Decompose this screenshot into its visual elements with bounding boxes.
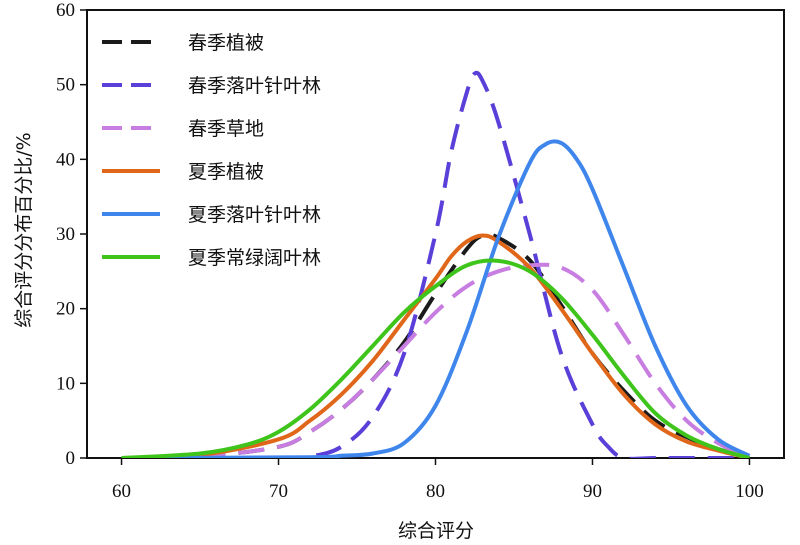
x-tick-label: 60	[112, 481, 131, 502]
legend-label-1: 春季植被	[188, 32, 264, 54]
series-line-4	[121, 233, 750, 458]
x-tick-label: 80	[426, 481, 445, 502]
y-tick-label: 50	[56, 75, 75, 96]
legend-label-5: 夏季落叶针叶林	[188, 204, 321, 226]
series-line-5	[121, 139, 751, 458]
legend-label-3: 春季草地	[188, 118, 264, 140]
series-line-6	[121, 258, 751, 458]
x-tick-label: 70	[269, 481, 288, 502]
legend-label-6: 夏季常绿阔叶林	[188, 247, 321, 269]
series-line-2	[121, 70, 750, 458]
x-tick-label: 100	[735, 481, 764, 502]
x-tick-label: 90	[583, 481, 602, 502]
legend-label-2: 春季落叶针叶林	[188, 75, 321, 97]
axis-ticks: 60 70 80 90 100 0 10 20 30 40 50 60	[56, 0, 764, 502]
y-axis-title: 综合评分分布百分比/%	[13, 132, 35, 327]
legend-label-4: 夏季植被	[188, 161, 264, 183]
series-line-1	[121, 232, 751, 458]
y-tick-label: 60	[56, 0, 75, 21]
y-tick-label: 40	[56, 149, 75, 170]
y-tick-label: 0	[66, 448, 76, 469]
series-line-3	[121, 262, 751, 458]
y-tick-label: 30	[56, 224, 75, 245]
series-layer	[121, 70, 751, 458]
x-axis-title: 综合评分	[398, 520, 474, 542]
y-tick-label: 10	[56, 373, 75, 394]
y-tick-label: 20	[56, 299, 75, 320]
